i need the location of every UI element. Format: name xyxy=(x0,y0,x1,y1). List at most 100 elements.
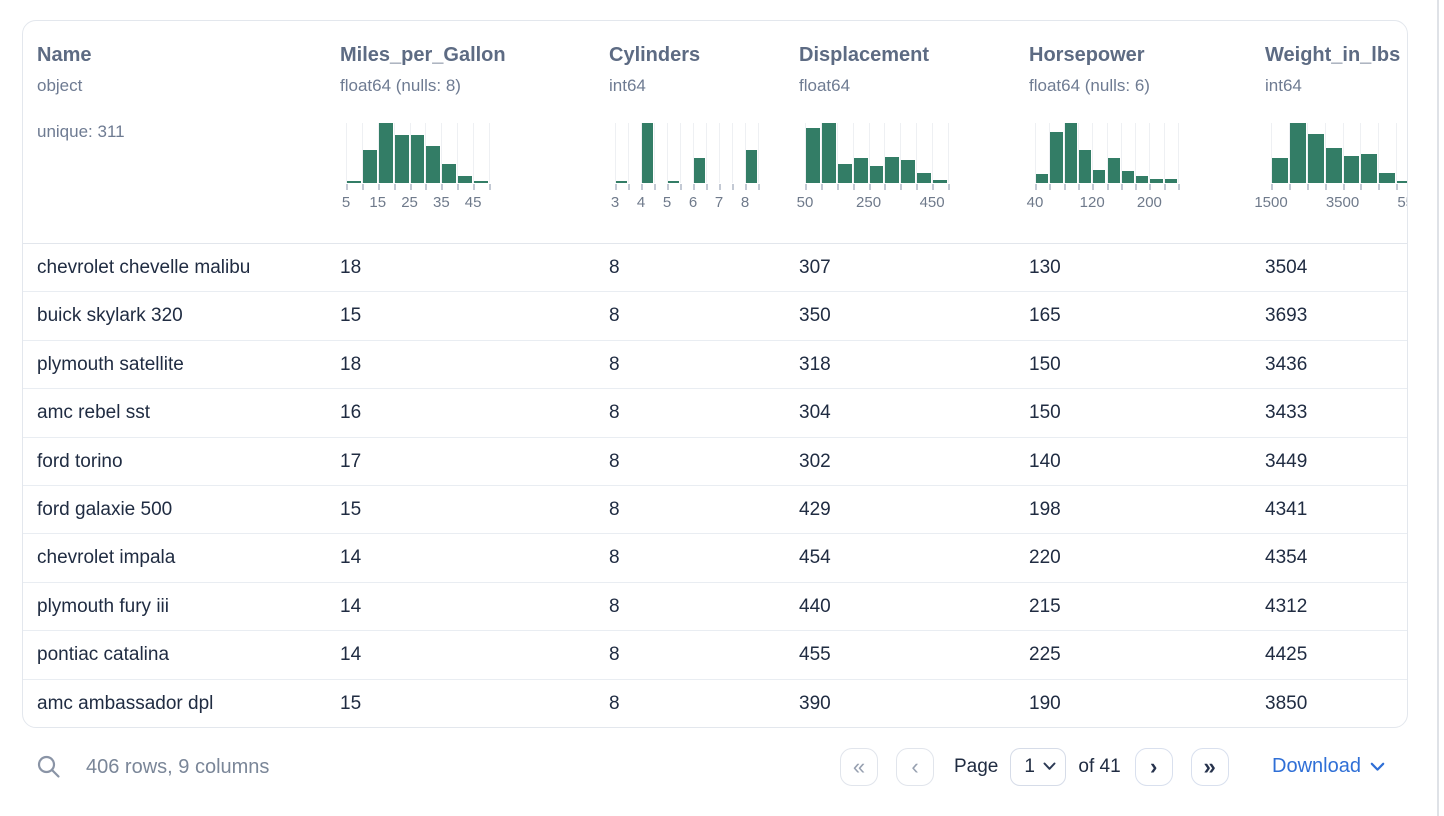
table-cell: 3449 xyxy=(1265,450,1308,472)
download-label: Download xyxy=(1272,755,1361,777)
table-row: pontiac catalina 14 8 455 225 4425 xyxy=(23,631,1407,680)
vertical-divider xyxy=(1437,0,1439,816)
table-cell: amc ambassador dpl xyxy=(37,692,214,714)
table-cell: 8 xyxy=(609,644,620,666)
table-cell: 15 xyxy=(340,692,362,714)
chevrons-left-icon: « xyxy=(852,754,866,779)
page-select[interactable]: 1 xyxy=(1010,748,1067,786)
column-dtype: float64 (nulls: 6) xyxy=(1029,76,1150,95)
table-cell: plymouth fury iii xyxy=(37,595,169,617)
table-cell: 454 xyxy=(799,547,831,569)
table-cell: 4312 xyxy=(1265,595,1308,617)
column-dtype: int64 xyxy=(1265,76,1302,95)
table-cell: 3850 xyxy=(1265,692,1308,714)
table-cell: 16 xyxy=(340,402,362,424)
table-cell: 350 xyxy=(799,305,831,327)
table-cell: 8 xyxy=(609,402,620,424)
weight-in-lbs-histogram: 150035005500 xyxy=(1254,123,1407,212)
next-page-button[interactable]: › xyxy=(1134,748,1173,786)
table-cell: 3433 xyxy=(1265,402,1308,424)
first-page-button[interactable]: « xyxy=(840,748,878,786)
table-cell: 4425 xyxy=(1265,644,1308,666)
column-title: Displacement xyxy=(799,44,930,66)
chevron-down-icon xyxy=(1043,758,1056,776)
displacement-histogram: 50 250 450 xyxy=(797,123,950,212)
column-dtype: object xyxy=(37,76,83,95)
column-title: Miles_per_Gallon xyxy=(340,44,506,66)
table-cell: pontiac catalina xyxy=(37,644,170,666)
table-row: amc ambassador dpl 15 8 390 190 3850 xyxy=(23,680,1407,727)
table-footer: 406 rows, 9 columns « ‹ Page 1 of 41 › »… xyxy=(22,738,1422,800)
table-cell: amc rebel sst xyxy=(37,402,150,424)
table-cell: 14 xyxy=(340,595,362,617)
table-cell: 455 xyxy=(799,644,831,666)
column-header-horsepower: Horsepower float64 (nulls: 6) 40 120 200 xyxy=(1015,21,1251,243)
table-cell: ford galaxie 500 xyxy=(37,498,173,520)
search-icon[interactable] xyxy=(36,754,62,785)
prev-page-button[interactable]: ‹ xyxy=(896,748,934,786)
table-cell: 318 xyxy=(799,353,831,375)
table-cell: 15 xyxy=(340,305,362,327)
table-cell: 198 xyxy=(1029,498,1061,520)
chevron-right-icon: › xyxy=(1149,754,1158,779)
table-cell: 130 xyxy=(1029,257,1061,278)
table-header-row: Name object unique: 311 Miles_per_Gallon… xyxy=(23,21,1407,244)
row-count-status: 406 rows, 9 columns xyxy=(86,756,270,778)
table-cell: 4354 xyxy=(1265,547,1308,569)
table-cell: 215 xyxy=(1029,595,1061,617)
table-row: buick skylark 320 15 8 350 165 3693 xyxy=(23,292,1407,341)
table-cell: plymouth satellite xyxy=(37,353,184,375)
table-row: plymouth fury iii 14 8 440 215 4312 xyxy=(23,583,1407,632)
table-cell: 140 xyxy=(1029,450,1061,472)
last-page-button[interactable]: » xyxy=(1190,748,1229,786)
table-cell: 17 xyxy=(340,450,362,472)
table-cell: 18 xyxy=(340,257,362,278)
column-title: Name xyxy=(37,44,92,66)
download-button[interactable]: Download xyxy=(1272,755,1385,778)
table-cell: 302 xyxy=(799,450,831,472)
table-cell: ford torino xyxy=(37,450,123,472)
table-cell: 3504 xyxy=(1265,257,1308,278)
column-dtype: float64 xyxy=(799,76,851,95)
table-row: plymouth satellite 18 8 318 150 3436 xyxy=(23,341,1407,390)
data-table: Name object unique: 311 Miles_per_Gallon… xyxy=(23,21,1407,727)
table-cell: 220 xyxy=(1029,547,1061,569)
table-cell: 150 xyxy=(1029,353,1061,375)
table-cell: 8 xyxy=(609,692,620,714)
table-cell: 3436 xyxy=(1265,353,1308,375)
table-cell: 8 xyxy=(609,450,620,472)
data-table-card: Name object unique: 311 Miles_per_Gallon… xyxy=(22,20,1408,728)
chevron-left-icon: ‹ xyxy=(911,754,919,779)
table-cell: 390 xyxy=(799,692,831,714)
table-cell: 150 xyxy=(1029,402,1061,424)
table-row: ford galaxie 500 15 8 429 198 4341 xyxy=(23,486,1407,535)
table-cell: 8 xyxy=(609,595,620,617)
column-header-name: Name object unique: 311 xyxy=(23,21,326,243)
table-row: amc rebel sst 16 8 304 150 3433 xyxy=(23,389,1407,438)
page-label: Page xyxy=(954,756,999,777)
chevron-down-icon xyxy=(1370,755,1385,778)
column-header-displacement: Displacement float64 50 250 450 xyxy=(785,21,1015,243)
table-cell: 304 xyxy=(799,402,831,424)
column-unique-count: unique: 311 xyxy=(37,122,125,141)
column-header-weight-in-lbs: Weight_in_lbs int64 150035005500 xyxy=(1251,21,1407,243)
column-header-miles-per-gallon: Miles_per_Gallon float64 (nulls: 8) 5 15 2… xyxy=(326,21,595,243)
table-cell: 14 xyxy=(340,644,362,666)
table-cell: 15 xyxy=(340,498,362,520)
table-cell: 225 xyxy=(1029,644,1061,666)
table-cell: 307 xyxy=(799,257,831,278)
table-cell: 440 xyxy=(799,595,831,617)
horsepower-histogram: 40 120 200 xyxy=(1027,123,1180,212)
table-cell: 14 xyxy=(340,547,362,569)
table-cell: 18 xyxy=(340,353,362,375)
page-select-value: 1 xyxy=(1024,756,1035,777)
table-row: chevrolet chevelle malibu 18 8 307 130 3504 xyxy=(23,244,1407,293)
table-cell: 8 xyxy=(609,498,620,520)
column-title: Weight_in_lbs xyxy=(1265,44,1401,66)
table-cell: 8 xyxy=(609,547,620,569)
table-cell: 4341 xyxy=(1265,498,1308,520)
table-cell: chevrolet chevelle malibu xyxy=(37,257,251,278)
